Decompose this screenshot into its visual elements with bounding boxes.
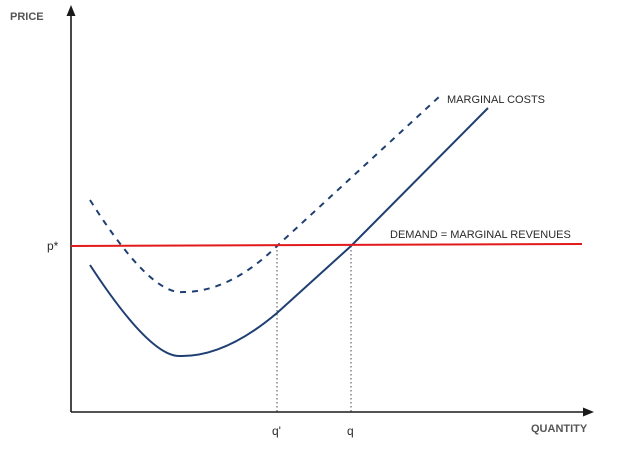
demand-label: DEMAND = MARGINAL REVENUES [390,229,571,241]
y-axis-arrowhead [66,5,76,16]
price-level-label: p* [47,239,59,253]
q-label: q [347,424,354,438]
y-axis-title: PRICE [10,11,44,23]
demand-line [70,243,583,247]
marginal-costs-label: MARGINAL COSTS [447,94,545,106]
x-axis-arrowhead [583,407,594,417]
x-axis-title: QUANTITY [531,423,588,435]
shifted-marginal-cost-curve [89,95,441,294]
marginal-cost-curve [89,107,489,358]
q-prime-label: q' [272,424,281,438]
